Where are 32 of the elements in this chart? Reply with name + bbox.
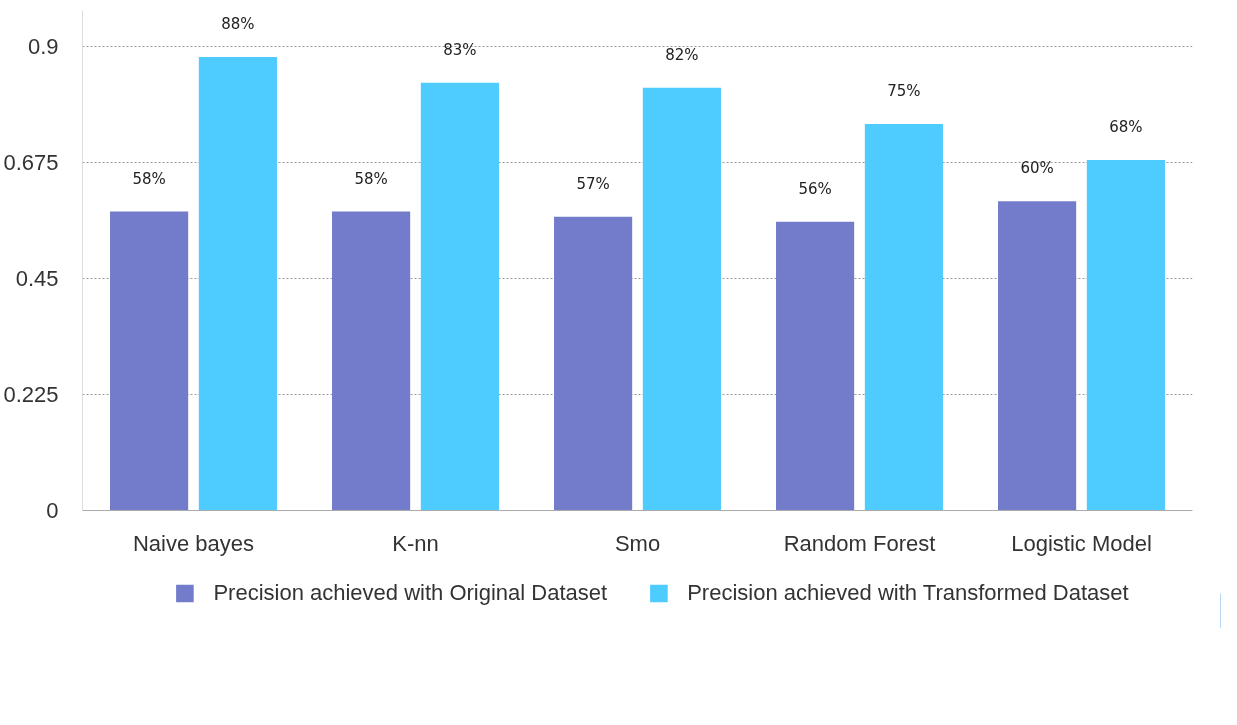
x-tick-label: K-nn <box>392 530 439 556</box>
bar <box>332 211 411 511</box>
bar <box>776 221 855 511</box>
bar <box>642 87 721 511</box>
y-tick-label: 0 <box>46 498 59 523</box>
data-label: 88% <box>221 14 255 33</box>
data-label: 83% <box>443 40 477 59</box>
y-tick-label: 0.225 <box>3 382 59 408</box>
legend-label: Precision achieved with Transformed Dataset <box>687 580 1129 606</box>
data-label: 56% <box>798 179 832 198</box>
legend-label: Precision achieved with Original Dataset <box>213 580 608 606</box>
bar <box>554 216 633 511</box>
bar <box>110 211 189 511</box>
data-label: 82% <box>665 45 699 64</box>
data-label: 60% <box>1020 159 1054 178</box>
y-tick-label: 0.675 <box>3 150 59 176</box>
x-tick-label: Smo <box>614 530 661 556</box>
bar <box>864 123 943 511</box>
bar <box>198 56 277 511</box>
y-tick-label: 0.9 <box>27 34 59 60</box>
x-tick-label: Logistic Model <box>1011 530 1152 556</box>
data-label: 57% <box>576 174 610 193</box>
x-tick-label: Random Forest <box>783 530 936 556</box>
y-tick-label: 0.45 <box>15 266 59 292</box>
data-label: 68% <box>1109 117 1143 136</box>
bar <box>420 82 499 511</box>
data-label: 58% <box>354 169 388 188</box>
bar <box>998 201 1077 511</box>
data-label: 58% <box>132 169 166 188</box>
bar <box>1086 159 1165 511</box>
data-label: 75% <box>887 81 921 100</box>
x-tick-label: Naive bayes <box>132 530 255 556</box>
